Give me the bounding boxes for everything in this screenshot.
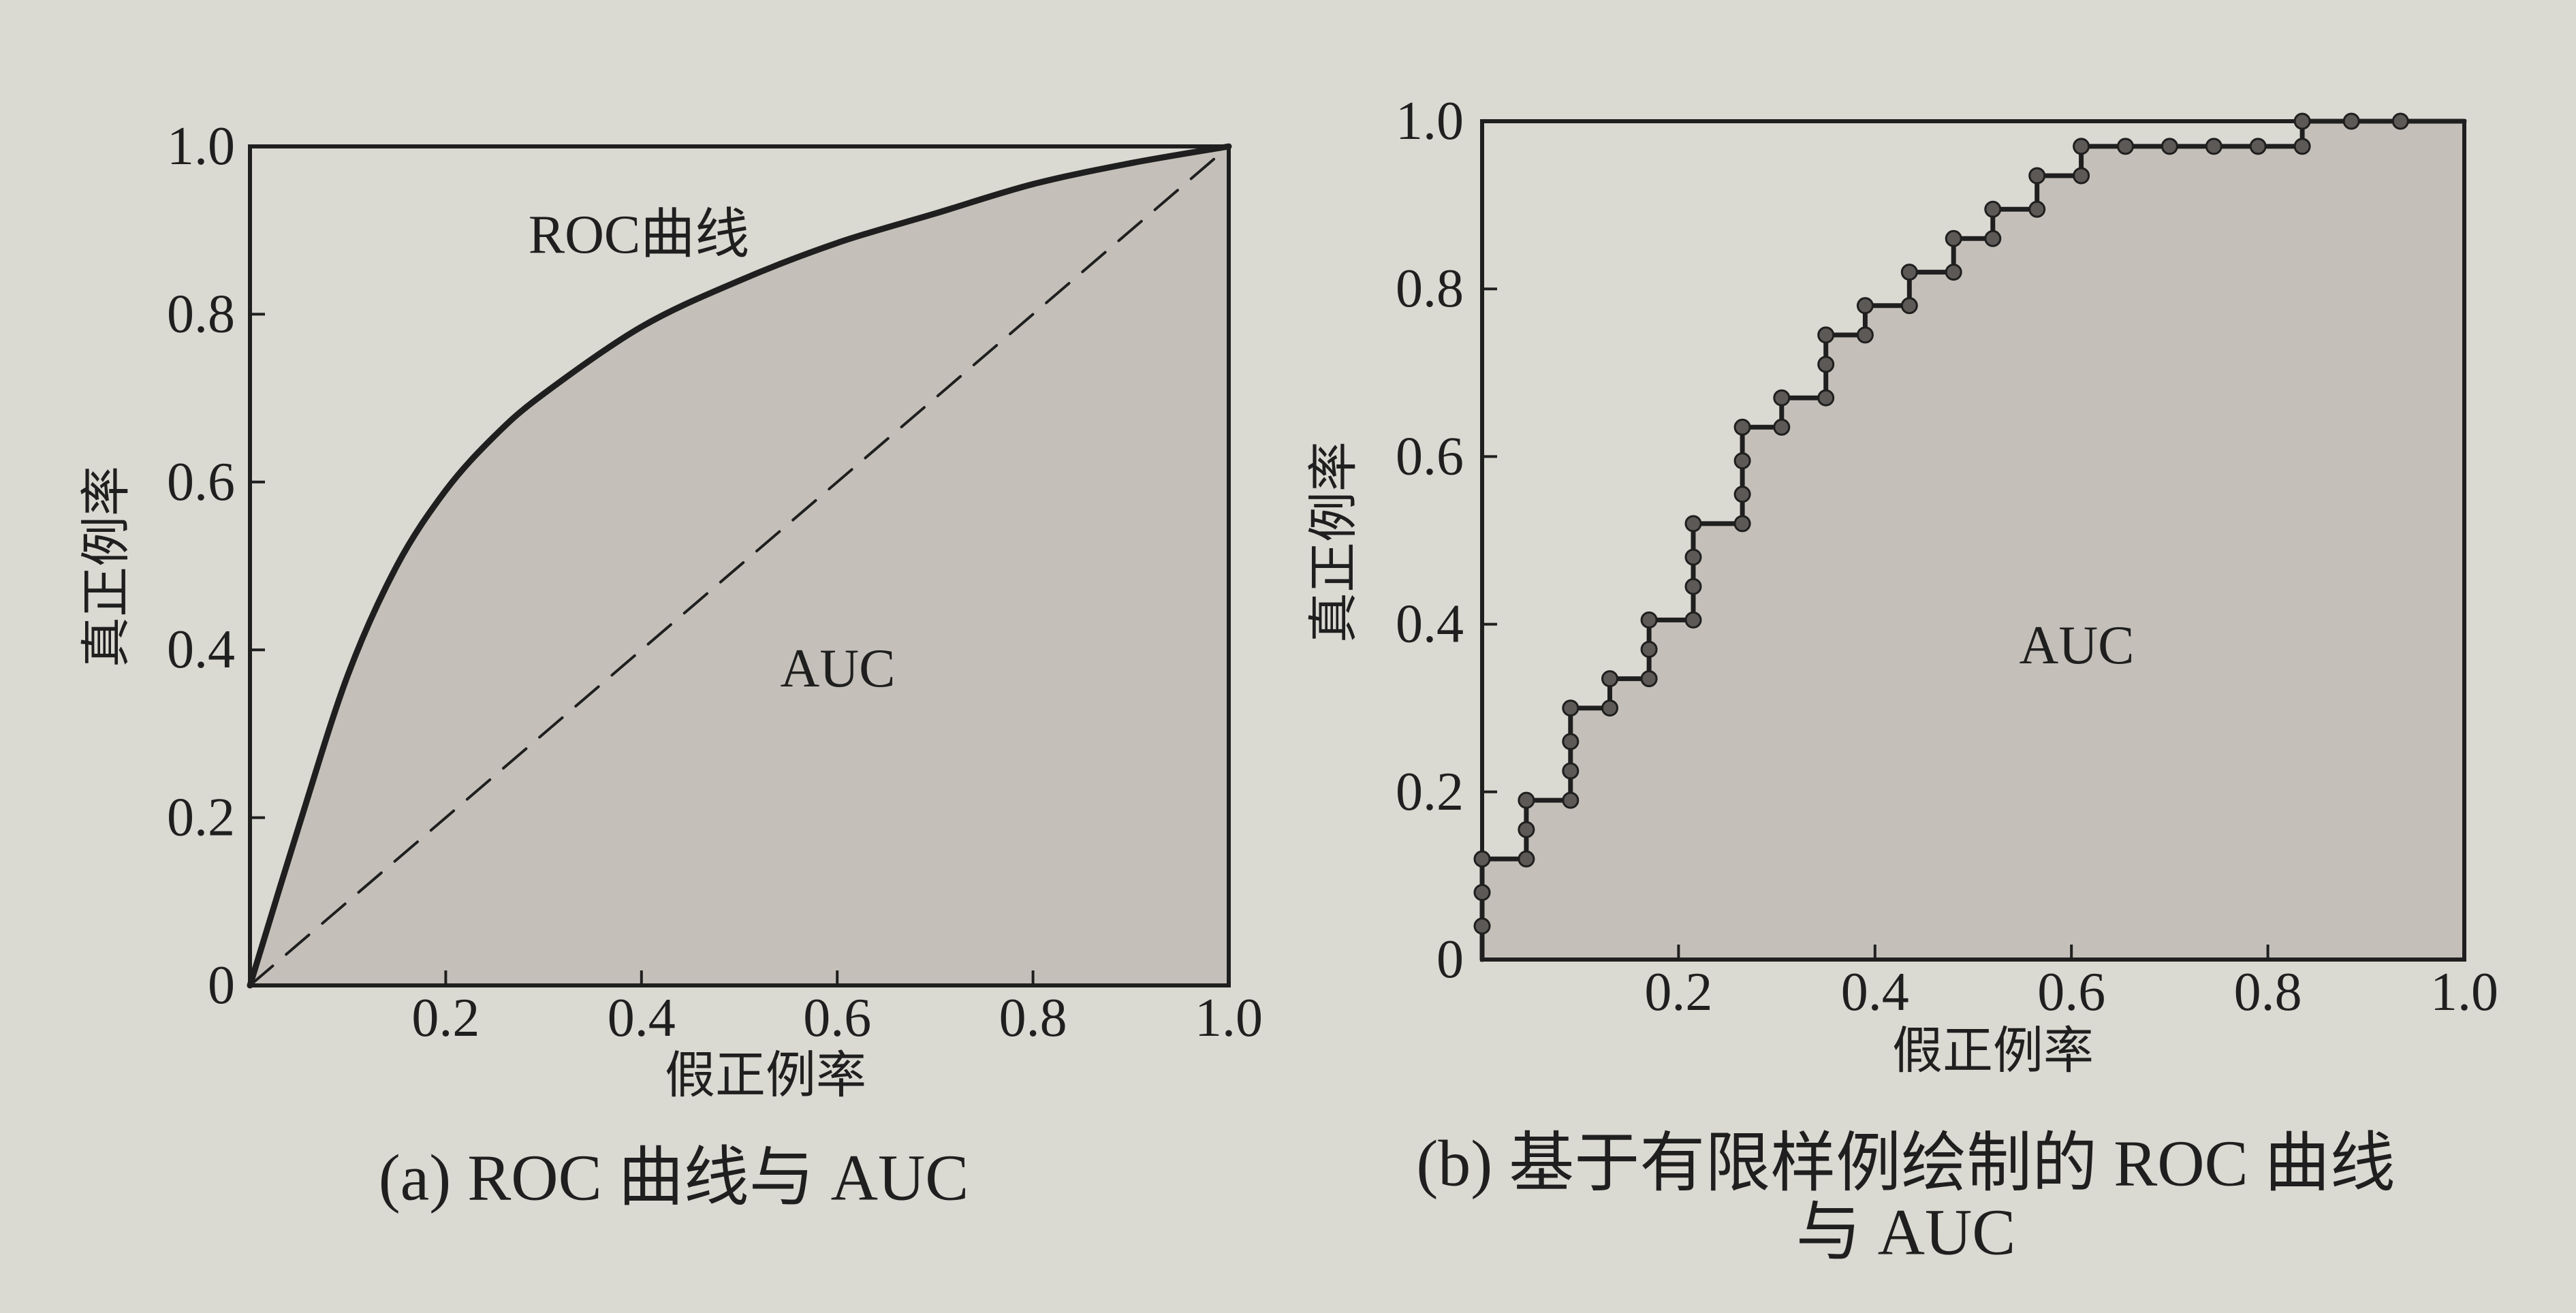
auc-area bbox=[1482, 121, 2464, 960]
y-tick-label: 0.4 bbox=[1396, 595, 1464, 654]
roc-point bbox=[1733, 486, 1751, 503]
x-tick-label: 0.6 bbox=[2037, 962, 2105, 1022]
chart-a-labels: ROC曲线 AUC 假正例率 真正例率 (a) ROC 曲线与 AUC bbox=[79, 205, 969, 1214]
y-tick-label: 0.2 bbox=[1396, 762, 1464, 822]
chart-b: 0.2 0.4 0.6 0.8 1.0 0 0.2 0.4 0.6 0.8 1.0 bbox=[1396, 91, 2498, 1022]
roc-point bbox=[2028, 167, 2046, 185]
roc-point bbox=[1984, 230, 2002, 247]
x-tick-label: 0.4 bbox=[608, 988, 676, 1048]
chart-b-y-axis-label: 真正例率 bbox=[1306, 441, 1362, 643]
chart-a-roc-curve-label: ROC曲线 bbox=[529, 205, 750, 265]
chart-a-caption: (a) ROC 曲线与 AUC bbox=[379, 1141, 969, 1214]
roc-point bbox=[1733, 418, 1751, 436]
roc-point bbox=[2205, 138, 2222, 155]
roc-point bbox=[1684, 611, 1702, 629]
roc-point bbox=[1856, 297, 1874, 315]
y-tick-label: 0.6 bbox=[167, 452, 235, 512]
roc-point bbox=[1473, 884, 1491, 901]
roc-point bbox=[1562, 762, 1580, 780]
roc-point bbox=[2161, 138, 2178, 155]
y-tick-label: 1.0 bbox=[167, 116, 235, 176]
roc-point bbox=[2073, 138, 2090, 155]
roc-point bbox=[2342, 112, 2360, 130]
chart-a-y-axis-label: 真正例率 bbox=[79, 466, 135, 667]
y-tick-label: 0.8 bbox=[1396, 259, 1464, 319]
roc-point bbox=[1684, 515, 1702, 533]
roc-point bbox=[1518, 850, 1535, 868]
chart-b-caption-line-1: (b) 基于有限样例绘制的 ROC 曲线 bbox=[1416, 1127, 2395, 1200]
y-tick-label: 0 bbox=[208, 955, 235, 1015]
roc-point bbox=[1640, 670, 1658, 688]
y-tick-label: 1.0 bbox=[1396, 91, 1464, 151]
roc-point bbox=[1562, 733, 1580, 750]
roc-point bbox=[2117, 138, 2134, 155]
roc-point bbox=[1733, 452, 1751, 470]
roc-point bbox=[2249, 138, 2267, 155]
roc-point bbox=[1518, 821, 1535, 838]
roc-curve bbox=[247, 143, 1232, 989]
y-tick-label: 0.8 bbox=[167, 284, 235, 344]
x-tick-label: 1.0 bbox=[2430, 962, 2498, 1022]
roc-point bbox=[1733, 515, 1751, 533]
roc-point bbox=[1900, 264, 1918, 281]
roc-point bbox=[2028, 200, 2046, 218]
roc-point bbox=[1856, 326, 1874, 344]
x-tick-label: 0.8 bbox=[2234, 962, 2302, 1022]
roc-point bbox=[1945, 264, 1962, 281]
roc-point bbox=[1817, 355, 1835, 373]
roc-point bbox=[1945, 230, 1962, 247]
roc-point bbox=[1518, 791, 1535, 809]
y-tick-label: 0.4 bbox=[167, 620, 235, 680]
roc-point bbox=[1601, 699, 1618, 717]
roc-point bbox=[1773, 389, 1791, 407]
diagonal-reference-line bbox=[249, 145, 1230, 987]
x-tick-label: 0.4 bbox=[1841, 962, 1909, 1022]
plot-frame bbox=[248, 144, 1231, 987]
roc-point bbox=[1684, 548, 1702, 566]
roc-point bbox=[1817, 326, 1835, 344]
roc-point bbox=[2073, 167, 2090, 185]
x-tick-label: 0.2 bbox=[411, 988, 480, 1048]
roc-point bbox=[1473, 917, 1491, 935]
roc-point bbox=[2293, 138, 2311, 155]
chart-b-auc-label: AUC bbox=[2020, 616, 2135, 676]
roc-point bbox=[1640, 641, 1658, 658]
roc-point bbox=[1562, 699, 1580, 717]
y-tick-label: 0.2 bbox=[167, 788, 235, 848]
roc-point bbox=[1640, 611, 1658, 629]
roc-point bbox=[1684, 578, 1702, 595]
roc-point bbox=[1601, 670, 1618, 688]
roc-point bbox=[2293, 112, 2311, 130]
y-tick-label: 0.6 bbox=[1396, 426, 1464, 486]
roc-point bbox=[1984, 200, 2002, 218]
x-tick-label: 0.6 bbox=[803, 988, 871, 1048]
chart-a: 0.2 0.4 0.6 0.8 1.0 0 0.2 0.4 0.6 0.8 1.0 bbox=[167, 116, 1263, 1048]
roc-point bbox=[1817, 389, 1835, 407]
roc-point bbox=[1773, 418, 1791, 436]
chart-a-x-axis-label: 假正例率 bbox=[665, 1048, 866, 1104]
plot-frame bbox=[1480, 119, 2466, 962]
roc-point bbox=[1900, 297, 1918, 315]
y-tick-label: 0 bbox=[1436, 930, 1464, 990]
roc-point bbox=[1473, 850, 1491, 868]
chart-b-caption-line-2: 与 AUC bbox=[1796, 1196, 2016, 1269]
chart-b-x-axis-label: 假正例率 bbox=[1892, 1024, 2094, 1079]
chart-b-labels: AUC 假正例率 真正例率 (b) 基于有限样例绘制的 ROC 曲线 与 AUC bbox=[1306, 441, 2396, 1269]
roc-point bbox=[1562, 791, 1580, 809]
x-tick-label: 1.0 bbox=[1195, 988, 1263, 1048]
roc-point bbox=[2391, 112, 2409, 130]
x-tick-label: 0.2 bbox=[1644, 962, 1712, 1022]
chart-a-auc-label: AUC bbox=[781, 639, 896, 699]
x-tick-label: 0.8 bbox=[999, 988, 1067, 1048]
